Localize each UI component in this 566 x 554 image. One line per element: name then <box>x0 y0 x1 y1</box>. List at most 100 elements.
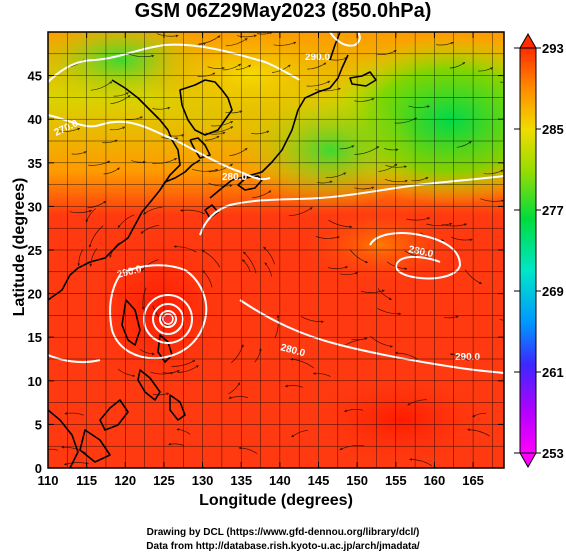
streamline <box>314 87 341 92</box>
streamline <box>152 392 170 396</box>
colorbar-tick-label: 277 <box>542 203 564 218</box>
streamline <box>179 208 206 215</box>
y-tick-label: 35 <box>28 156 42 171</box>
x-tick-label: 120 <box>114 473 136 488</box>
streamline <box>176 428 191 435</box>
streamline <box>89 248 98 267</box>
streamline <box>407 399 427 406</box>
streamline <box>156 33 179 38</box>
streamline <box>451 236 473 242</box>
contour-label: 290.0 <box>305 52 330 63</box>
streamline <box>201 249 221 268</box>
axis-ticks: 110 115 120 125 130 135 140 145 150 155 160 165 0 5 10… <box>28 32 504 488</box>
streamline <box>467 428 490 437</box>
colorbar: 293 285 277 269 261 253 <box>514 32 564 469</box>
streamline <box>235 64 252 70</box>
streamline <box>243 251 257 274</box>
streamline <box>140 224 160 234</box>
streamline <box>409 458 432 466</box>
streamline <box>344 409 364 413</box>
streamline <box>225 38 248 47</box>
streamline <box>191 168 219 172</box>
y-tick-label: 0 <box>35 461 42 476</box>
streamline <box>197 72 216 77</box>
streamline <box>426 222 453 226</box>
streamline <box>377 288 392 300</box>
streamline <box>230 344 244 364</box>
streamline <box>88 160 111 166</box>
streamline <box>264 262 272 277</box>
x-tick-label: 115 <box>76 473 97 488</box>
streamline <box>284 384 303 388</box>
streamline <box>315 236 340 239</box>
streamline <box>205 131 226 135</box>
streamline <box>160 136 179 140</box>
streamline <box>168 442 185 447</box>
typhoon-center-marker <box>162 313 174 325</box>
streamline <box>290 357 315 369</box>
streamline <box>273 41 297 46</box>
streamline <box>449 352 469 361</box>
streamline <box>229 147 248 157</box>
streamline <box>228 382 241 395</box>
streamline <box>110 95 131 105</box>
streamline <box>198 35 221 45</box>
streamline <box>87 200 107 209</box>
colorbar-max-arrow <box>519 32 537 49</box>
streamline <box>208 163 233 173</box>
streamline <box>223 63 242 71</box>
streamline <box>456 141 472 148</box>
streamline <box>411 176 429 182</box>
streamline <box>251 190 272 199</box>
colorbar-tick-label: 261 <box>542 365 564 380</box>
chart-title: GSM 06Z29May2023 (850.0hPa) <box>134 0 432 22</box>
streamline <box>361 289 385 293</box>
y-tick-label: 30 <box>28 199 42 214</box>
streamline <box>394 351 418 360</box>
streamline <box>48 448 58 451</box>
y-tick-label: 15 <box>28 330 42 345</box>
x-axis-label: Longitude (degrees) <box>199 492 353 509</box>
streamline <box>102 139 118 144</box>
x-tick-label: 165 <box>462 473 484 488</box>
streamline <box>64 411 84 416</box>
streamline <box>88 225 104 248</box>
streamline <box>263 246 275 265</box>
y-axis-label: Latitude (degrees) <box>11 177 28 317</box>
streamline <box>61 445 87 454</box>
colorbar-tick-label: 253 <box>542 446 564 461</box>
streamline <box>291 429 309 438</box>
wind-streamlines <box>48 32 504 466</box>
streamline <box>69 209 92 214</box>
streamline <box>131 160 146 164</box>
streamline <box>225 110 243 114</box>
streamline <box>251 130 270 135</box>
streamline <box>228 396 249 399</box>
streamline <box>478 67 494 72</box>
streamline <box>58 127 81 132</box>
streamline <box>408 105 430 109</box>
streamline <box>328 219 353 229</box>
streamline <box>354 98 375 102</box>
streamline <box>406 217 431 221</box>
streamline <box>354 186 375 190</box>
streamline <box>103 167 120 175</box>
x-tick-label: 110 <box>38 473 59 488</box>
contour-label: 280.0 <box>407 244 434 260</box>
colorbar-tick-label: 269 <box>542 284 564 299</box>
streamline <box>238 446 258 454</box>
colorbar-tick-label: 285 <box>542 122 564 137</box>
streamline <box>113 92 129 97</box>
contour-label: 290.0 <box>455 352 480 363</box>
streamline <box>370 335 393 348</box>
streamline <box>377 307 402 316</box>
streamline <box>300 316 324 324</box>
streamline <box>351 337 368 341</box>
streamline <box>150 371 174 375</box>
streamline <box>444 315 459 319</box>
colorbar-gradient <box>519 47 537 454</box>
streamline <box>325 172 347 178</box>
streamline <box>237 34 257 38</box>
x-tick-label: 125 <box>153 473 175 488</box>
